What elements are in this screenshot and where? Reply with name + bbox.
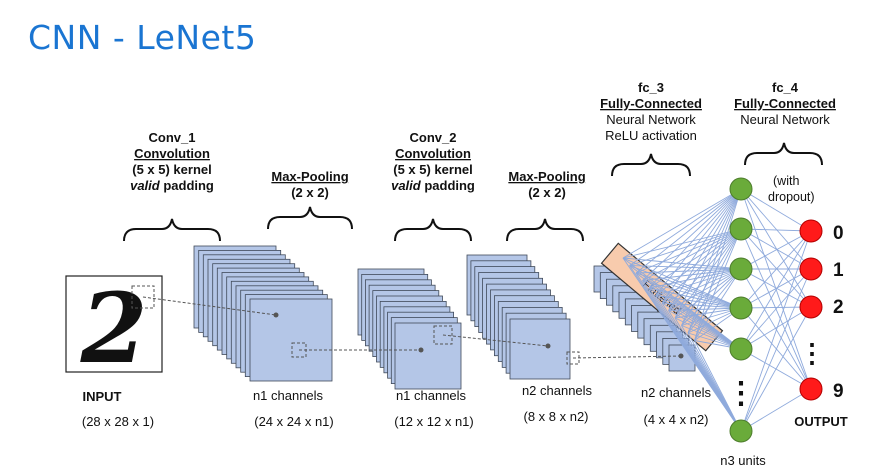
pool1-size: (2 x 2) (291, 185, 329, 200)
receptive-field-points (273, 312, 684, 359)
output-class-9: 9 (833, 381, 844, 402)
fc3-kind: Fully-Connected (600, 96, 702, 111)
fc4-kind: Fully-Connected (734, 96, 836, 111)
fc4-line1: Neural Network (740, 112, 830, 127)
hidden-layer-nodes (729, 177, 753, 443)
fc4-note1: (with (773, 174, 799, 188)
pool1-name: Max-Pooling (271, 169, 348, 184)
hidden-units-label: n3 units (720, 453, 766, 468)
hidden-node (729, 337, 753, 361)
hidden-node (729, 419, 753, 443)
input-label: INPUT (83, 389, 122, 404)
output-label: OUTPUT (794, 414, 848, 429)
conv2-name: Conv_2 (410, 130, 457, 145)
output-node (799, 295, 823, 319)
conv2-feature-maps (466, 254, 571, 380)
conv1-dims: (24 x 24 x n1) (254, 414, 334, 429)
conv2-dims: (8 x 8 x n2) (523, 409, 588, 424)
fc3-line1: Neural Network (606, 112, 696, 127)
fc3-name: fc_3 (638, 80, 664, 95)
hidden-node (729, 217, 753, 241)
conv1-name: Conv_1 (149, 130, 196, 145)
slide-title: CNN - LeNet5 (28, 18, 257, 57)
conv2-channels: n2 channels (522, 383, 593, 398)
pool2-channels: n2 channels (641, 385, 712, 400)
hidden-node (729, 257, 753, 281)
fc4-note2: dropout) (768, 190, 815, 204)
pool1-feature-maps (357, 268, 462, 390)
pool2-dims: (4 x 4 x n2) (643, 412, 708, 427)
feature-maps (193, 245, 696, 390)
conv1-channels: n1 channels (253, 388, 324, 403)
fc4-name: fc_4 (772, 80, 799, 95)
input-image: 2 (65, 272, 163, 385)
conv1-padding: valid padding (130, 178, 214, 193)
output-class-1: 1 (833, 260, 844, 281)
pool1-dims: (12 x 12 x n1) (394, 414, 474, 429)
output-node (799, 377, 823, 401)
pool2-name: Max-Pooling (508, 169, 585, 184)
output-class-0: 0 (833, 223, 844, 244)
braces (123, 142, 823, 242)
output-class-2: 2 (833, 297, 844, 318)
conv2-padding: valid padding (391, 178, 475, 193)
hidden-node (729, 177, 753, 201)
pool1-channels: n1 channels (396, 388, 467, 403)
fc3-line2: ReLU activation (605, 128, 697, 143)
conv1-kind: Convolution (134, 146, 210, 161)
conv2-kind: Convolution (395, 146, 471, 161)
output-node (799, 257, 823, 281)
input-dims: (28 x 28 x 1) (82, 414, 154, 429)
output-layer-nodes (799, 219, 823, 401)
pool2-size: (2 x 2) (528, 185, 566, 200)
output-ellipsis: ⋮ (799, 338, 825, 368)
hidden-node (729, 296, 753, 320)
output-node (799, 219, 823, 243)
input-digit: 2 (80, 272, 148, 385)
hidden-ellipsis: ⋮ (726, 377, 756, 410)
conv1-kernel: (5 x 5) kernel (132, 162, 212, 177)
conv1-feature-maps (193, 245, 333, 382)
conv2-kernel: (5 x 5) kernel (393, 162, 473, 177)
receptive-field-lines (131, 285, 682, 365)
